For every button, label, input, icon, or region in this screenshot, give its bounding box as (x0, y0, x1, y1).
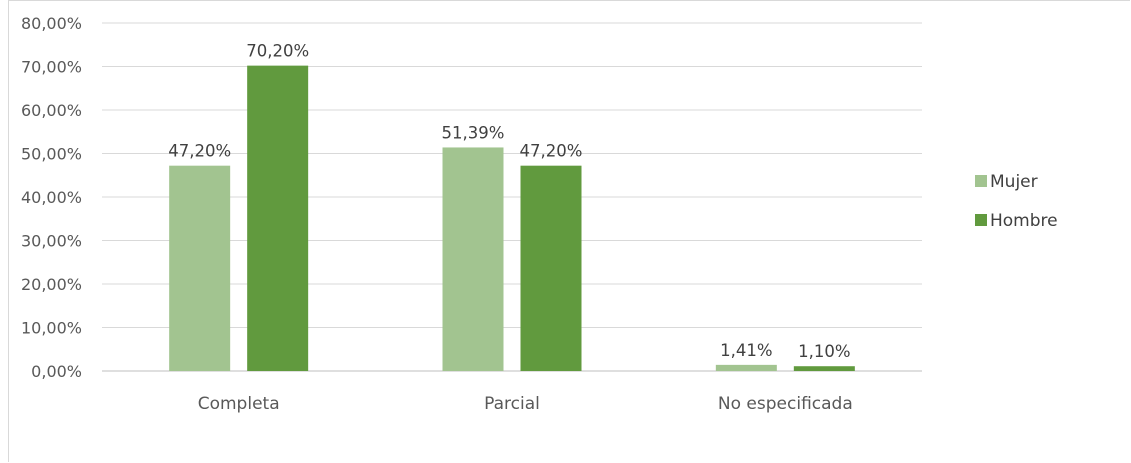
bar-mujer (169, 165, 231, 371)
y-tick-label: 20,00% (21, 275, 82, 294)
data-label: 47,20% (520, 142, 583, 161)
bar-mujer (715, 364, 777, 371)
y-tick-label: 40,00% (21, 188, 82, 207)
y-tick-label: 30,00% (21, 232, 82, 251)
data-label: 47,20% (168, 142, 231, 161)
data-label: 70,20% (246, 42, 309, 61)
y-tick-label: 80,00% (21, 14, 82, 33)
y-tick-label: 70,00% (21, 58, 82, 77)
data-label: 1,41% (720, 341, 772, 360)
x-category-label: No especificada (718, 394, 853, 414)
legend-label: Mujer (990, 172, 1038, 192)
data-label: 1,10% (798, 342, 850, 361)
y-tick-label: 0,00% (31, 362, 82, 381)
y-tick-label: 10,00% (21, 319, 82, 338)
bar-hombre (247, 65, 309, 371)
legend-swatch-mujer (975, 175, 987, 187)
legend-label: Hombre (990, 211, 1058, 231)
data-label: 51,39% (442, 123, 505, 142)
x-category-label: Parcial (484, 394, 540, 414)
legend-swatch-hombre (975, 214, 987, 226)
y-tick-label: 60,00% (21, 101, 82, 120)
bar-hombre (793, 366, 855, 371)
x-category-label: Completa (198, 394, 280, 414)
bar-mujer (442, 147, 504, 371)
y-tick-label: 50,00% (21, 145, 82, 164)
bar-hombre (520, 165, 582, 371)
